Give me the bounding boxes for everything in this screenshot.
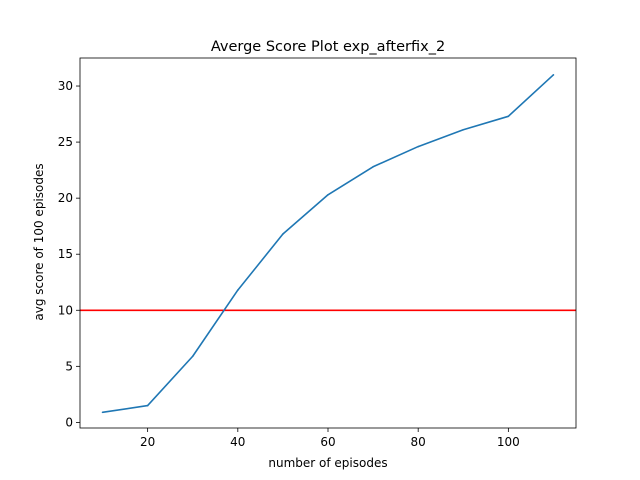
data-point <box>237 289 239 291</box>
y-tick-label: 25 <box>58 135 73 149</box>
y-tick-label: 20 <box>58 191 73 205</box>
x-axis-label: number of episodes <box>268 456 387 470</box>
x-tick-label: 80 <box>411 435 426 449</box>
data-point <box>462 128 465 131</box>
y-tick-label: 5 <box>65 359 73 373</box>
data-point <box>552 74 555 76</box>
x-tick-label: 40 <box>230 435 245 449</box>
plot-area: 20 40 60 80 100 0 5 10 15 20 25 30 <box>58 57 577 449</box>
data-point <box>417 145 419 148</box>
y-tick-label: 30 <box>58 79 73 93</box>
x-tick-label: 100 <box>497 435 520 449</box>
axes-frame <box>79 57 577 429</box>
data-point <box>327 193 329 196</box>
data-point <box>101 411 104 414</box>
x-tick-label: 20 <box>140 435 155 449</box>
data-point <box>372 165 374 168</box>
data-point <box>146 404 149 407</box>
y-tick-label: 10 <box>58 303 73 317</box>
chart-title: Averge Score Plot exp_afterfix_2 <box>211 39 445 55</box>
y-tick-label: 0 <box>65 415 73 429</box>
y-tick-label: 15 <box>58 247 73 261</box>
data-point <box>507 115 510 118</box>
data-point <box>191 355 194 358</box>
y-axis-label: avg score of 100 episodes <box>32 163 46 320</box>
x-tick-label: 60 <box>320 435 335 449</box>
data-point <box>282 233 284 235</box>
